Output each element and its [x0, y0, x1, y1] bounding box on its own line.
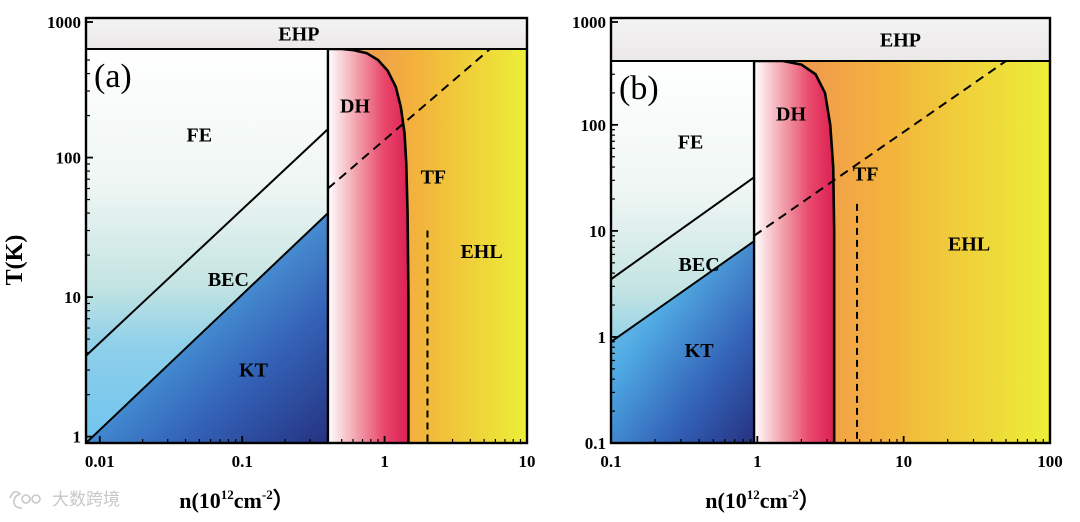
x-axis-title-b: n(1012cm-2） [705, 487, 821, 513]
region-label-kt: KT [685, 340, 715, 362]
y-axis-label: T(K) [2, 235, 28, 286]
region-label-ehp: EHP [278, 24, 319, 46]
y-tick-label: 1 [598, 328, 607, 347]
region-label-fe: FE [187, 125, 213, 147]
region-label-bec: BEC [679, 254, 720, 276]
x-ticks: 0.01 0.1 1 10 [85, 436, 536, 471]
kt-region [611, 241, 755, 443]
panel-a: 0.01 0.1 1 10 1 10 100 1000 EHP FE BEC KT DH TF EHL (a) [47, 13, 536, 471]
y-tick-label: 0.1 [585, 434, 606, 453]
x-tick-label: 1 [380, 452, 389, 471]
x-tick-label: 100 [1037, 452, 1063, 471]
y-tick-label: 1000 [572, 13, 606, 32]
y-ticks: 1 10 100 1000 [47, 13, 93, 447]
bec-fe-boundary [611, 176, 755, 281]
kt-bec-boundary [611, 240, 755, 343]
dashed-diagonal [327, 49, 491, 190]
region-label-ehp: EHP [880, 30, 921, 52]
watermark-text: 大数跨境 [52, 490, 120, 509]
x-tick-label: 0.1 [600, 452, 621, 471]
x-tick-label: 0.1 [232, 452, 253, 471]
x-tick-label: 10 [895, 452, 912, 471]
x-axis-title-a: n(1012cm-2） [179, 487, 295, 513]
bec-fe-boundary [86, 128, 329, 357]
y-tick-label: 100 [581, 116, 607, 135]
panel-letter: (b) [619, 70, 659, 107]
watermark: 大数跨境 [9, 490, 120, 509]
region-labels: EHP FE BEC KT DH TF EHL [678, 30, 990, 362]
region-label-ehl: EHL [948, 234, 990, 256]
boundary-lines [86, 49, 491, 443]
x-ticks: 0.1 1 10 100 [600, 436, 1063, 471]
dh-curve [754, 61, 836, 443]
dh-region [754, 61, 835, 443]
ehp-band [610, 17, 1051, 62]
panel-letter: (a) [94, 58, 132, 95]
boundary-lines [611, 61, 1007, 443]
panel-b: 0.1 1 10 100 0.1 1 10 100 1000 EHP FE BEC KT DH TF EHL (… [572, 13, 1063, 471]
dashed-diagonal [753, 61, 1007, 237]
y-ticks: 0.1 1 10 100 1000 [572, 13, 618, 453]
y-tick-label: 1000 [47, 13, 81, 32]
y-axis-title: T(K) [2, 235, 28, 286]
region-label-dh: DH [776, 103, 806, 125]
kt-bec-boundary [86, 212, 329, 443]
dh-region [327, 49, 409, 443]
x-tick-label: 1 [753, 452, 762, 471]
region-label-tf: TF [853, 163, 879, 185]
x-tick-label: 0.01 [85, 452, 115, 471]
region-label-fe: FE [678, 131, 704, 153]
region-label-dh: DH [340, 96, 370, 118]
region-label-bec: BEC [208, 269, 249, 291]
y-tick-label: 10 [589, 222, 606, 241]
region-labels: EHP FE BEC KT DH TF EHL [187, 24, 503, 382]
y-tick-label: 1 [73, 428, 82, 447]
regions [611, 61, 1050, 443]
x-tick-label: 10 [519, 452, 536, 471]
region-label-tf: TF [421, 167, 447, 189]
y-tick-label: 10 [64, 288, 81, 307]
y-tick-label: 100 [56, 149, 82, 168]
watermark-logo-icon [9, 490, 41, 509]
dh-curve [327, 49, 410, 443]
region-label-ehl: EHL [460, 241, 502, 263]
region-label-kt: KT [239, 359, 269, 381]
